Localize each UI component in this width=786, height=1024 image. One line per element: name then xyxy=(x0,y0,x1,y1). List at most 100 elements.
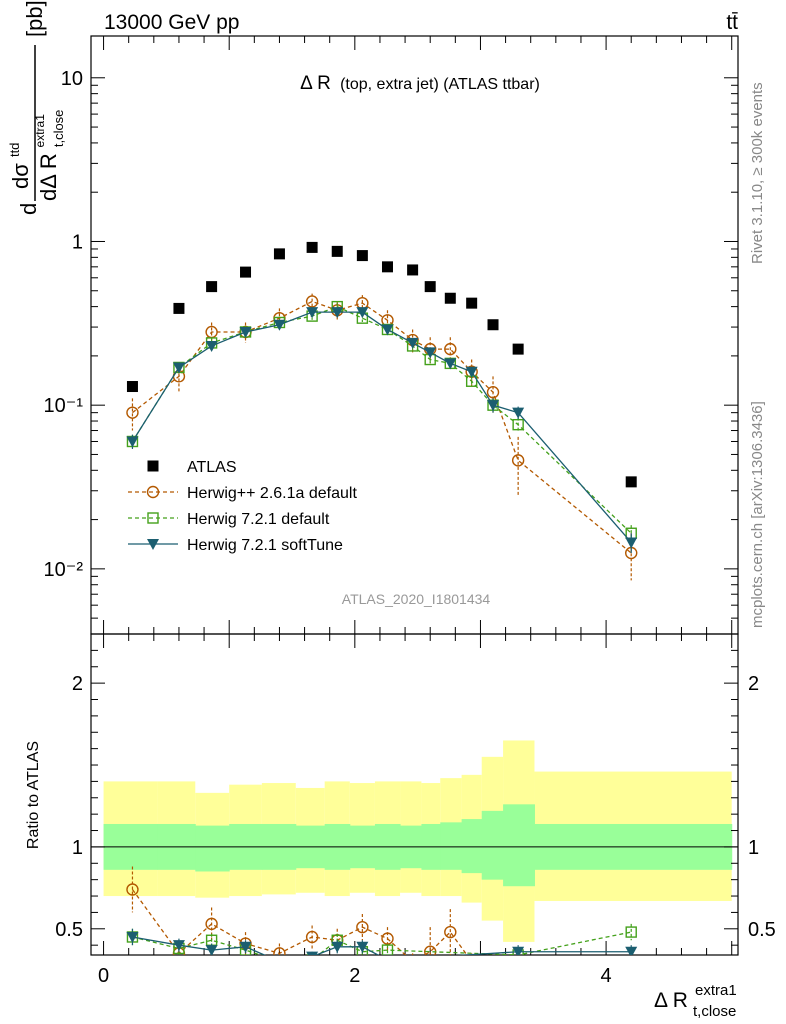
atlas-point xyxy=(444,292,456,304)
atlas-point xyxy=(407,264,419,276)
atlas-point xyxy=(466,297,478,309)
atlas-point xyxy=(206,281,218,293)
legend-item-atlas: ATLAS xyxy=(147,459,237,476)
h721soft-point xyxy=(512,407,525,419)
mcplots-label: mcplots.cern.ch [arXiv:1306.3436] xyxy=(749,401,766,628)
ratio-h721soft-point xyxy=(306,951,319,955)
legend-item-h721: Herwig 7.2.1 default xyxy=(128,511,330,528)
svg-text:[pb]: [pb] xyxy=(22,0,47,37)
h721soft-line xyxy=(131,311,632,543)
atlas-series xyxy=(126,241,637,488)
ylabel-dsigma-sup: ttd xyxy=(7,143,22,157)
h721soft-point xyxy=(356,307,369,319)
legend-marker xyxy=(147,512,159,524)
h721soft-point xyxy=(126,436,139,448)
band-inner xyxy=(440,822,463,870)
ratio-y-tick-label-right: 1 xyxy=(748,837,759,859)
h721soft-point xyxy=(465,366,478,378)
atlas-point xyxy=(273,248,285,260)
ratio-herwigpp-point xyxy=(273,947,286,955)
ratio-h721soft-point xyxy=(273,957,285,968)
h721soft-point xyxy=(406,337,419,349)
atlas-point xyxy=(512,343,524,355)
ratio-h721soft-point xyxy=(381,954,394,955)
rivet-label: Rivet 3.1.10, ≥ 300k events xyxy=(749,82,766,264)
atlas-point xyxy=(331,245,343,257)
ratio-h721-point xyxy=(274,957,284,967)
ratio-h721-point xyxy=(381,944,394,955)
herwigpp-point xyxy=(444,342,457,356)
h721soft-point xyxy=(239,326,252,338)
h721soft-point xyxy=(205,340,218,352)
ratio-h721soft-line xyxy=(132,936,632,955)
analysis-id: ATLAS_2020_I1801434 xyxy=(342,591,491,607)
legend-label: Herwig 7.2.1 default xyxy=(187,511,330,528)
ratio-h721soft-point xyxy=(172,940,185,952)
h721soft-point xyxy=(331,307,344,319)
ratio-h721soft-series xyxy=(126,928,638,968)
ratio-h721soft-point xyxy=(239,941,252,953)
y-tick-label: 10 xyxy=(61,68,83,90)
ratio-h721-line xyxy=(132,931,632,955)
ylabel-dDR-sup: extra1 xyxy=(33,114,47,148)
atlas-point xyxy=(381,261,393,273)
legend-label: ATLAS xyxy=(187,459,237,476)
ratio-y-tick-label: 2 xyxy=(72,673,83,695)
ratio-h721soft-point xyxy=(331,941,344,953)
ratio-h721soft-point xyxy=(512,946,525,955)
ratio-h721soft-point xyxy=(356,941,369,953)
ylabel-d: d xyxy=(16,203,41,215)
main-title-sub: (top, extra jet) (ATLAS ttbar) xyxy=(340,76,540,93)
ratio-y-tick-label: 1 xyxy=(72,837,83,859)
main-title-main: Δ R xyxy=(300,73,331,94)
legend-label: Herwig++ 2.6.1a default xyxy=(187,485,357,502)
ratio-herwigpp-point xyxy=(407,956,418,967)
process-label: tt̄ xyxy=(726,11,738,34)
y-tick-label: 10⁻² xyxy=(44,559,84,581)
atlas-point xyxy=(356,250,368,262)
ratio-h721soft-point xyxy=(625,946,638,955)
ratio-herwigpp-point xyxy=(205,917,218,931)
h721soft-point xyxy=(273,319,286,331)
band-inner xyxy=(461,819,483,874)
x-tick-label: 2 xyxy=(349,965,360,987)
h721soft-point xyxy=(424,347,437,359)
legend-item-herwigpp: Herwig++ 2.6.1a default xyxy=(128,485,357,502)
ylabel-dDR-sub: t,close xyxy=(51,110,66,148)
ratio-h721soft-point xyxy=(205,945,218,955)
atlas-point xyxy=(240,266,252,278)
ratio-y-tick-label: 0.5 xyxy=(55,919,83,941)
ratio-panel: 0 2 4 0.5 0.5 1 1 2 2 xyxy=(55,633,776,987)
ratio-herwigpp-point xyxy=(444,925,457,939)
band-inner xyxy=(481,810,504,880)
ratio-h721soft-point xyxy=(126,931,139,943)
herwigpp-point xyxy=(511,454,525,467)
herwigpp-point xyxy=(126,406,139,419)
h721-series xyxy=(126,300,637,543)
energy-label: 13000 GeV pp xyxy=(104,11,239,34)
y-tick-label: 10⁻¹ xyxy=(44,395,84,417)
legend-marker xyxy=(147,460,159,472)
ratio-herwigpp-point xyxy=(381,932,394,945)
svg-text:dσ ttd: dσ ttd xyxy=(7,143,33,189)
ratio-y-tick-label-right: 0.5 xyxy=(748,919,776,941)
ratio-herwigpp-point xyxy=(356,920,369,934)
main-ylabel: d dσ ttd dΔ R t,close extra1 [pb] xyxy=(7,0,68,215)
atlas-point xyxy=(126,381,138,393)
herwigpp-point xyxy=(305,295,319,308)
h721soft-point xyxy=(306,307,319,319)
y-tick-label: 1 xyxy=(72,231,83,253)
legend-marker xyxy=(147,539,159,550)
band-inner xyxy=(195,825,230,872)
main-panel: 10 1 10⁻¹ 10⁻² xyxy=(44,35,739,635)
x-tick-label: 0 xyxy=(98,965,109,987)
x-label-main: Δ R xyxy=(654,989,688,1012)
x-label: Δ R xyxy=(654,989,688,1012)
svg-text:d: d xyxy=(16,203,41,215)
legend-item-h721soft: Herwig 7.2.1 softTune xyxy=(128,537,343,554)
atlas-point xyxy=(625,476,637,488)
svg-text:dΔ R t,close extra: dΔ R t,close extra1 xyxy=(33,103,68,201)
herwigpp-point xyxy=(486,386,500,399)
ratio-herwigpp-point xyxy=(305,930,319,944)
